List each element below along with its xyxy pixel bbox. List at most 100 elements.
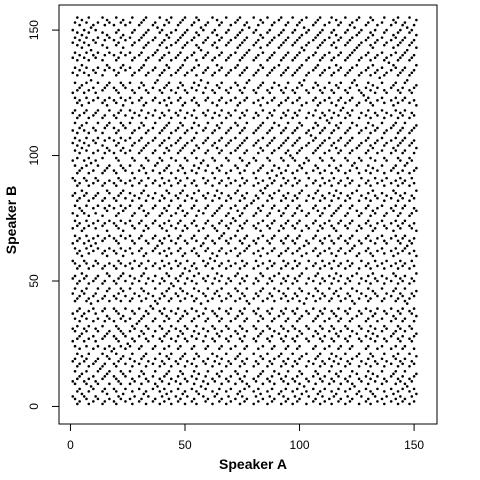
data-point	[192, 51, 196, 54]
data-point	[273, 262, 276, 265]
data-point	[124, 249, 127, 253]
data-point	[360, 227, 363, 230]
data-point	[261, 234, 265, 238]
data-point	[167, 219, 171, 223]
data-point	[167, 247, 171, 250]
data-point	[282, 41, 285, 44]
data-point	[144, 89, 148, 92]
data-point	[183, 402, 187, 406]
data-point	[360, 91, 363, 95]
data-point	[202, 159, 205, 162]
data-point	[403, 317, 407, 320]
data-point	[183, 352, 187, 356]
data-point	[259, 33, 262, 37]
data-point	[348, 334, 352, 338]
data-point	[119, 247, 123, 250]
data-point	[124, 169, 127, 172]
data-point	[169, 239, 173, 243]
data-point	[158, 89, 162, 92]
data-point	[76, 282, 79, 285]
data-point	[357, 252, 361, 255]
data-point	[229, 206, 233, 210]
data-point	[300, 289, 304, 293]
data-point	[126, 342, 130, 346]
data-point	[408, 352, 411, 356]
data-point	[144, 58, 148, 62]
data-point	[85, 262, 88, 265]
data-point	[108, 204, 111, 208]
data-point	[316, 354, 320, 358]
data-point	[339, 219, 343, 223]
data-point	[101, 324, 104, 328]
data-point	[282, 129, 285, 132]
data-point	[112, 237, 116, 240]
data-point	[257, 151, 260, 155]
data-point	[268, 259, 272, 263]
data-point	[412, 114, 416, 117]
data-point	[293, 395, 297, 398]
data-point	[307, 292, 311, 295]
data-point	[277, 83, 281, 87]
data-point	[179, 397, 182, 401]
data-point	[339, 329, 343, 333]
data-point	[197, 33, 201, 37]
data-point	[314, 191, 317, 195]
data-point	[215, 104, 219, 107]
data-point	[270, 86, 274, 90]
data-point	[135, 322, 139, 325]
data-point	[151, 375, 155, 378]
data-point	[131, 297, 134, 300]
data-point	[94, 194, 97, 197]
data-point	[76, 239, 79, 243]
data-point	[293, 359, 297, 363]
data-point	[305, 156, 308, 160]
data-point	[153, 121, 157, 125]
data-point	[415, 189, 418, 192]
data-point	[389, 38, 393, 42]
data-point	[192, 397, 196, 401]
data-point	[105, 33, 109, 37]
data-point	[163, 294, 166, 298]
data-point	[80, 272, 84, 275]
data-point	[385, 227, 388, 230]
data-point	[76, 156, 79, 160]
data-point	[330, 252, 333, 255]
data-point	[376, 387, 379, 391]
data-point	[318, 364, 322, 368]
data-point	[364, 151, 368, 155]
data-point	[364, 114, 368, 117]
data-point	[399, 211, 402, 215]
data-point	[185, 211, 189, 215]
data-point	[360, 71, 363, 75]
data-point	[257, 362, 260, 366]
data-point	[121, 354, 125, 358]
data-point	[357, 214, 361, 218]
data-point	[380, 164, 384, 167]
data-point	[151, 86, 155, 90]
data-point	[403, 21, 407, 24]
data-point	[183, 116, 187, 120]
data-point	[158, 116, 162, 120]
data-point	[295, 279, 299, 283]
data-point	[243, 68, 246, 72]
data-point	[117, 176, 120, 180]
data-point	[268, 141, 272, 145]
data-point	[316, 289, 320, 293]
data-point	[286, 136, 290, 140]
data-point	[293, 71, 297, 75]
data-point	[401, 400, 404, 403]
data-point	[206, 21, 210, 24]
data-point	[293, 242, 297, 245]
data-point	[273, 219, 276, 223]
data-point	[286, 382, 290, 386]
data-point	[376, 68, 379, 72]
data-point	[96, 357, 100, 361]
data-point	[96, 370, 100, 373]
data-point	[103, 347, 107, 351]
data-point	[183, 337, 187, 340]
data-point	[401, 206, 404, 210]
data-point	[273, 164, 276, 167]
data-point	[195, 73, 198, 77]
data-point	[76, 73, 79, 77]
data-point	[305, 43, 308, 47]
